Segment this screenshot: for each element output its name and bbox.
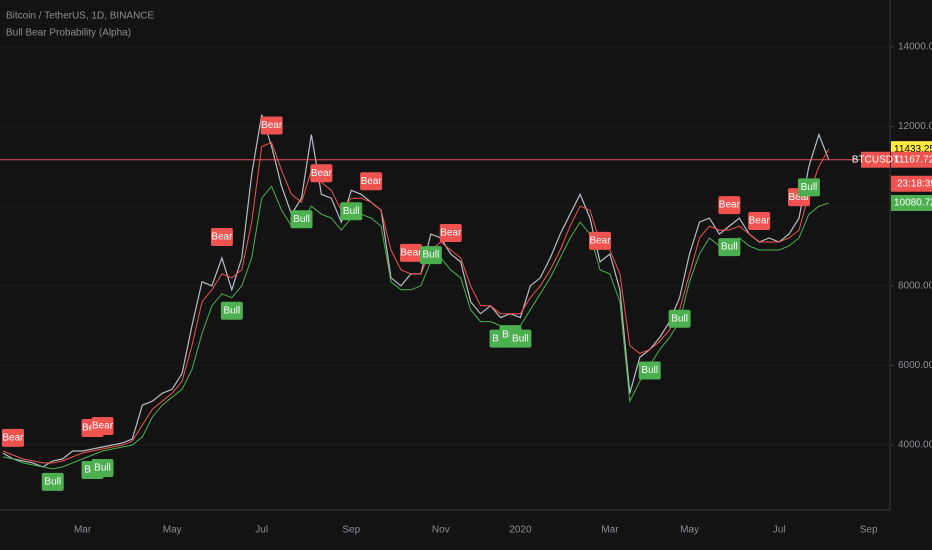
x-tick-label: Nov (432, 525, 450, 536)
signal-label: Bull (671, 313, 688, 324)
signal-label: Bull (423, 250, 440, 261)
signal-label: Bull (293, 214, 310, 225)
series-line (2, 141, 830, 464)
signal-box (360, 172, 383, 191)
signal-label: Bear (719, 200, 741, 211)
y-tick-label: 8000.00 (898, 280, 932, 291)
signal-label: Bear (400, 248, 422, 259)
signal-label: Bull (343, 206, 360, 217)
signal-box (419, 246, 442, 265)
signal-label: Bear (361, 176, 383, 187)
x-tick-label: Jul (773, 525, 786, 536)
signal-box (718, 238, 741, 257)
signal-box (210, 227, 233, 246)
x-tick-label: Sep (342, 525, 360, 536)
indicator-title: Bull Bear Probability (Alpha) (6, 28, 131, 39)
y-tick-label: 12000.00 (898, 121, 932, 132)
signal-label: Bear (788, 192, 810, 203)
signal-label: Bull (641, 365, 658, 376)
signal-box (668, 309, 691, 328)
signal-box (399, 243, 422, 262)
signal-label: Bull (44, 477, 61, 488)
price-label-box (891, 151, 932, 168)
signal-box (718, 196, 741, 215)
x-tick-label: Jul (255, 525, 268, 536)
signal-box (509, 329, 532, 348)
signal-box (439, 223, 462, 242)
countdown-box (891, 175, 932, 192)
signal-label: Bear (261, 120, 283, 131)
signal-box (290, 210, 313, 229)
symbol-box (861, 151, 890, 168)
signal-box (589, 231, 611, 250)
signal-box (748, 212, 771, 231)
signal-box (91, 458, 114, 477)
signal-label: Bear (2, 433, 24, 444)
signal-box (310, 164, 333, 183)
y-tick-label: 14000.00 (898, 42, 932, 53)
plot-area: Bear Bear Bear Bear Bear Bear Bear Bear Bear Bear… (0, 46, 890, 491)
signal-box (220, 301, 243, 320)
signal-label: Bear (589, 236, 611, 247)
chart-title: Bitcoin / TetherUS, 1D, BINANCE (6, 11, 155, 22)
signal-label: Bear (749, 216, 771, 227)
signal-label: Bear (211, 232, 233, 243)
series-line (2, 185, 829, 470)
signal-label: Bear (311, 168, 333, 179)
signal-label: Bull (224, 305, 241, 316)
price-label-box (891, 194, 932, 211)
y-tick-label: 6000.00 (898, 360, 932, 371)
x-tick-label: Sep (860, 525, 878, 536)
signal-label: Bull (94, 463, 111, 474)
signal-box (91, 416, 114, 435)
signal-label: Bull (801, 182, 818, 193)
signal-label: Bear (440, 228, 462, 239)
signal-label: Bull (721, 242, 738, 253)
signal-box (1, 428, 24, 447)
symbol: BTCUSDT (852, 154, 899, 165)
x-tick-label: May (680, 525, 699, 536)
signal-box (797, 178, 820, 197)
signal-label: Bear (92, 421, 114, 432)
signal-box (340, 202, 363, 221)
x-tick-label: Mar (74, 525, 92, 536)
signal-box (260, 116, 283, 135)
signal-box (41, 472, 64, 491)
signal-label: Bull (512, 333, 529, 344)
x-tick-label: 2020 (509, 525, 532, 536)
x-tick-label: May (163, 525, 182, 536)
x-tick-label: Mar (601, 525, 619, 536)
price-label: 10080.72 (894, 198, 932, 209)
countdown: 23:18:39 (897, 178, 932, 189)
price-label: 11167.72 (894, 154, 932, 165)
y-tick-label: 4000.00 (898, 440, 932, 451)
signal-box (638, 361, 661, 380)
price-label: 11433.25 (894, 144, 932, 155)
